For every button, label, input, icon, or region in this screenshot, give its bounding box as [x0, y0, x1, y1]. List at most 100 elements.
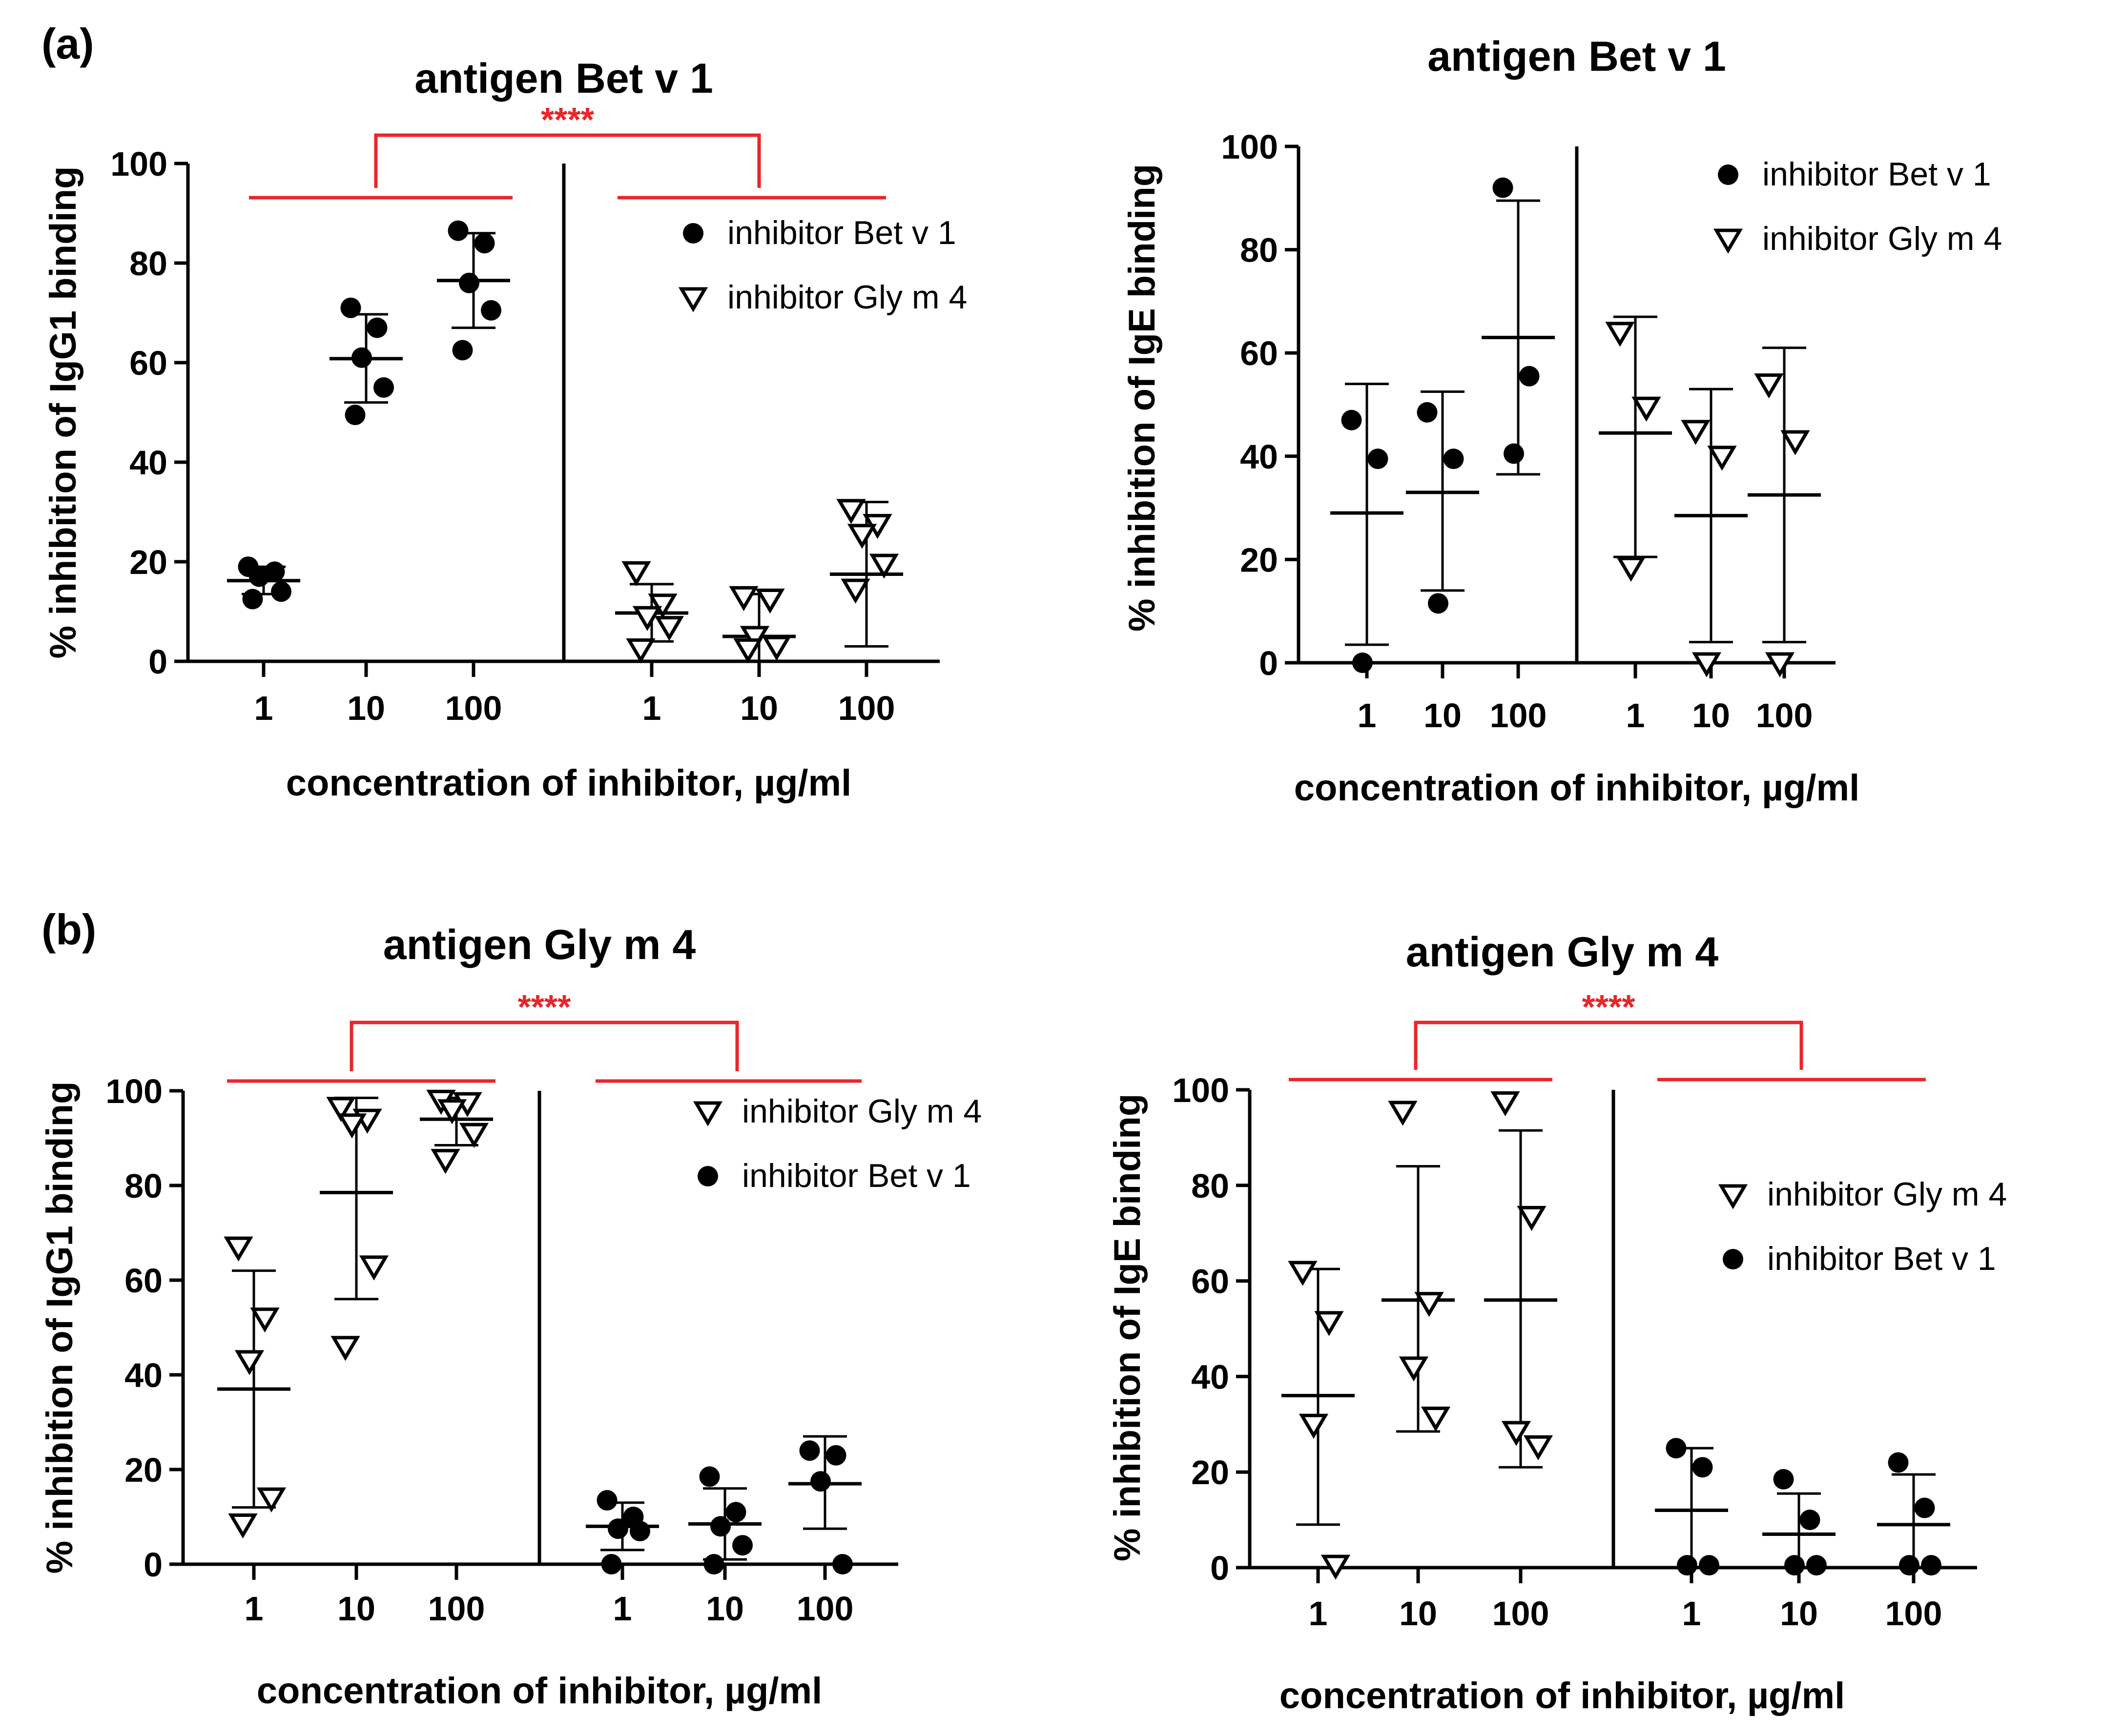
- data-point-circle: [799, 1440, 820, 1461]
- y-tick-label: 100: [1172, 1071, 1229, 1109]
- legend-label: inhibitor Gly m 4: [1762, 220, 2002, 257]
- data-point-triangle: [1388, 1101, 1418, 1126]
- data-point-circle: [481, 300, 501, 321]
- x-axis-label: concentration of inhibitor, µg/ml: [1279, 1675, 1845, 1716]
- data-point-circle: [345, 405, 366, 426]
- x-tick-label: 10: [1423, 696, 1462, 735]
- x-tick-label: 100: [1885, 1594, 1942, 1633]
- chart-title: antigen Bet v 1: [1427, 33, 1726, 80]
- data-point-circle: [1692, 1457, 1713, 1478]
- chart-1: antigen Bet v 1 0 20 40 60 80 100 % inhibition …: [42, 55, 967, 804]
- y-tick-label: 100: [1221, 128, 1278, 166]
- data-point-circle: [810, 1471, 831, 1492]
- x-tick-label: 1: [1626, 696, 1645, 735]
- y-axis-label: % inhibition of IgE binding: [1107, 1094, 1148, 1561]
- x-tick-label: 100: [445, 689, 502, 727]
- x-tick-label: 100: [1492, 1594, 1549, 1633]
- legend-marker-triangle: [1713, 228, 1743, 254]
- data-point-triangle: [1707, 446, 1737, 471]
- x-tick-label: 10: [706, 1590, 744, 1628]
- data-point-triangle: [1631, 396, 1661, 422]
- legend-label: inhibitor Bet v 1: [1762, 156, 1991, 193]
- y-tick-label: 40: [124, 1356, 163, 1394]
- y-tick-label: 20: [1191, 1453, 1229, 1491]
- data-point-triangle: [1517, 1205, 1547, 1231]
- data-point-triangle: [256, 1487, 287, 1512]
- data-point-circle: [1352, 653, 1373, 673]
- y-tick-label: 60: [124, 1262, 163, 1300]
- data-point-circle: [448, 220, 469, 241]
- data-point-triangle: [1320, 1554, 1351, 1580]
- y-tick-label: 0: [148, 643, 167, 681]
- data-point-circle: [249, 566, 269, 587]
- chart-title: antigen Bet v 1: [414, 55, 713, 102]
- data-point-triangle: [330, 1336, 360, 1361]
- data-point-triangle: [626, 638, 656, 664]
- data-point-triangle: [841, 578, 870, 604]
- y-tick-label: 60: [1240, 334, 1278, 372]
- x-tick-label: 10: [740, 689, 778, 727]
- data-point-triangle: [1299, 1413, 1329, 1439]
- x-axis-label: concentration of inhibitor, µg/ml: [286, 762, 851, 804]
- y-tick-label: 80: [129, 245, 167, 283]
- y-tick-label: 60: [129, 344, 167, 382]
- y-axis-label: % inhibition of IgE binding: [1121, 164, 1163, 632]
- data-point-triangle: [224, 1236, 253, 1262]
- data-point-circle: [1699, 1555, 1719, 1576]
- y-tick-label: 20: [1240, 541, 1278, 579]
- significance-label: ****: [1582, 988, 1636, 1026]
- data-point-circle: [1773, 1469, 1794, 1490]
- legend-marker-triangle: [678, 287, 708, 312]
- y-tick-label: 40: [129, 444, 167, 482]
- data-point-circle: [1899, 1555, 1919, 1576]
- legend-label: inhibitor Bet v 1: [727, 214, 956, 251]
- x-axis-label: concentration of inhibitor, µg/ml: [1294, 767, 1859, 809]
- data-point-triangle: [1681, 420, 1711, 445]
- y-axis-label: % inhibition of IgG1 binding: [42, 166, 84, 659]
- y-tick-label: 40: [1240, 438, 1278, 476]
- data-point-circle: [1341, 409, 1362, 430]
- data-point-triangle: [437, 1099, 467, 1124]
- y-tick-label: 60: [1191, 1263, 1229, 1301]
- x-tick-label: 100: [1490, 696, 1547, 735]
- chart-4: antigen Gly m 4 0 20 40 60 80 100 % inhibition …: [1107, 929, 2007, 1716]
- legend-marker-circle: [698, 1166, 718, 1186]
- data-point-circle: [1443, 449, 1464, 470]
- y-tick-label: 100: [110, 145, 167, 183]
- y-tick-label: 20: [124, 1451, 163, 1489]
- x-tick-label: 1: [613, 1590, 632, 1628]
- chart-title: antigen Gly m 4: [1406, 929, 1719, 976]
- x-tick-label: 1: [642, 689, 661, 727]
- data-point-triangle: [234, 1350, 265, 1375]
- data-point-circle: [608, 1518, 628, 1539]
- data-point-triangle: [755, 589, 785, 614]
- x-tick-label: 1: [1309, 1594, 1328, 1633]
- data-point-triangle: [762, 635, 792, 661]
- data-point-triangle: [1605, 322, 1635, 347]
- x-tick-label: 10: [1780, 1594, 1818, 1633]
- y-tick-label: 20: [129, 543, 167, 581]
- x-tick-label: 1: [1682, 1594, 1701, 1633]
- x-tick-label: 1: [254, 689, 273, 727]
- data-point-circle: [597, 1490, 618, 1511]
- x-axis-label: concentration of inhibitor, µg/ml: [257, 1670, 822, 1712]
- data-point-triangle: [326, 1097, 356, 1122]
- significance-bracket: [374, 133, 761, 188]
- data-point-triangle: [648, 593, 678, 619]
- legend-marker-triangle: [693, 1101, 723, 1126]
- significance-label: ****: [541, 101, 595, 139]
- data-point-circle: [1784, 1555, 1805, 1576]
- legend-label: inhibitor Bet v 1: [1767, 1240, 1996, 1277]
- data-point-circle: [1799, 1510, 1820, 1531]
- legend-label: inhibitor Bet v 1: [742, 1157, 971, 1194]
- data-point-circle: [630, 1521, 650, 1542]
- data-point-circle: [703, 1554, 724, 1574]
- significance-label: ****: [518, 988, 572, 1026]
- x-tick-label: 10: [347, 689, 385, 727]
- data-point-circle: [1417, 402, 1438, 423]
- data-point-triangle: [621, 561, 651, 587]
- legend-marker-circle: [1718, 164, 1738, 185]
- data-point-circle: [1666, 1438, 1687, 1459]
- y-tick-label: 40: [1191, 1358, 1229, 1396]
